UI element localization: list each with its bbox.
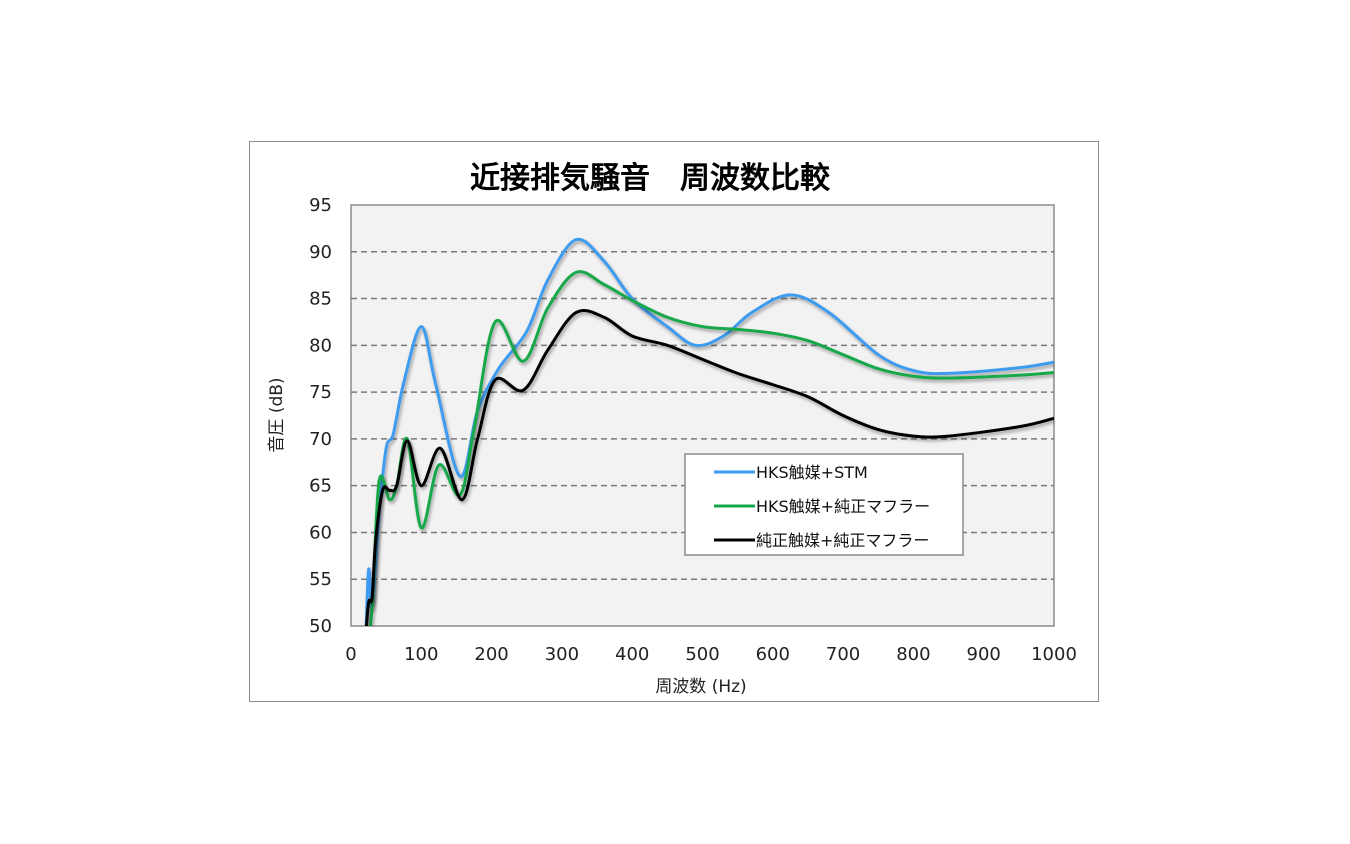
y-tick-label: 85 bbox=[309, 289, 332, 310]
x-tick-label: 600 bbox=[756, 644, 790, 665]
x-axis-label: 周波数 (Hz) bbox=[655, 677, 746, 697]
y-tick-label: 55 bbox=[309, 569, 332, 590]
y-tick-label: 60 bbox=[309, 522, 332, 543]
legend-label: HKS触媒+STM bbox=[756, 463, 868, 482]
x-tick-label: 0 bbox=[345, 644, 356, 665]
x-tick-label: 700 bbox=[826, 644, 860, 665]
y-tick-label: 50 bbox=[309, 616, 332, 637]
series-line bbox=[364, 308, 1054, 626]
x-tick-label: 1000 bbox=[1031, 644, 1077, 665]
y-tick-label: 75 bbox=[309, 382, 332, 403]
y-tick-label: 65 bbox=[309, 476, 332, 497]
x-tick-label: 400 bbox=[615, 644, 649, 665]
y-axis-ticks: 50 55 60 65 70 75 80 85 90 95 bbox=[309, 195, 332, 637]
x-axis-ticks: 0 100 200 300 400 500 600 700 800 900 1000 bbox=[345, 644, 1077, 665]
y-axis-label: 音圧 (dB) bbox=[267, 377, 287, 452]
plot-area bbox=[350, 204, 1055, 627]
x-tick-label: 900 bbox=[967, 644, 1001, 665]
y-tick-label: 80 bbox=[309, 335, 332, 356]
y-tick-label: 95 bbox=[309, 195, 332, 216]
chart-title: 近接排気騒音 周波数比較 bbox=[470, 161, 831, 196]
x-tick-label: 200 bbox=[474, 644, 508, 665]
series-lines bbox=[364, 237, 1054, 626]
series-line bbox=[364, 237, 1054, 626]
line-chart: 近接排気騒音 周波数比較 50 55 60 65 70 75 80 85 90 95 0 100 20… bbox=[267, 161, 1077, 697]
x-tick-label: 500 bbox=[685, 644, 719, 665]
legend-label: 純正触媒+純正マフラー bbox=[756, 531, 929, 550]
x-tick-label: 100 bbox=[404, 644, 438, 665]
x-tick-label: 300 bbox=[545, 644, 579, 665]
legend-label: HKS触媒+純正マフラー bbox=[756, 497, 930, 516]
y-tick-label: 70 bbox=[309, 429, 332, 450]
y-tick-label: 90 bbox=[309, 242, 332, 263]
x-tick-label: 800 bbox=[896, 644, 930, 665]
chart-frame: 近接排気騒音 周波数比較 50 55 60 65 70 75 80 85 90 95 0 100 20… bbox=[249, 141, 1099, 702]
